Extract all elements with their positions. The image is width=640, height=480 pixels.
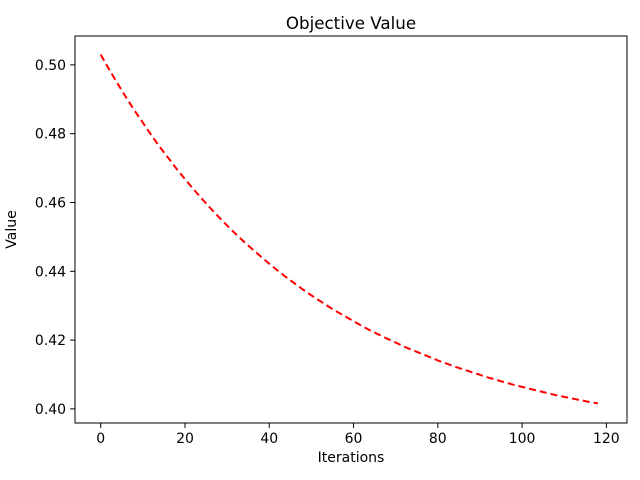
y-tick-label: 0.46 [35,195,66,211]
data-line-objective-value [99,54,599,405]
y-tick-label: 0.42 [35,333,66,349]
series-group [99,54,599,405]
chart-title: Objective Value [286,13,416,33]
y-tick-label: 0.44 [35,264,66,280]
y-tick-label: 0.40 [35,402,66,418]
y-tick-label: 0.48 [35,127,66,143]
x-tick-label: 20 [176,431,194,447]
plot-border [74,35,628,424]
y-axis-ticks: 0.40 0.42 0.44 0.46 0.48 0.50 [35,58,75,418]
x-axis-ticks: 0 20 40 60 80 100 120 [96,423,620,447]
x-tick-label: 100 [509,431,536,447]
y-tick-label: 0.50 [35,58,66,74]
y-axis-label: Value [4,210,20,248]
x-axis-label: Iterations [318,450,385,466]
x-tick-label: 0 [96,431,105,447]
x-tick-label: 60 [345,431,363,447]
x-tick-label: 40 [260,431,278,447]
x-tick-label: 80 [429,431,447,447]
x-tick-label: 120 [593,431,620,447]
